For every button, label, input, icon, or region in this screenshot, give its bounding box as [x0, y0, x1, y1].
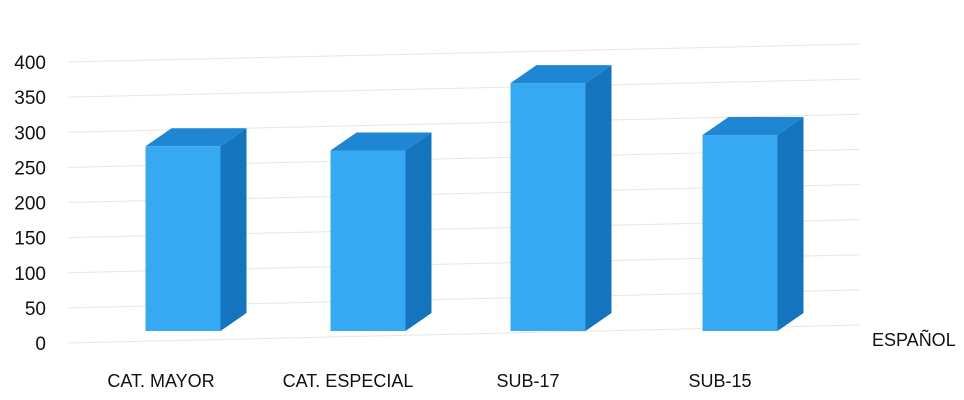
bar-top: [330, 132, 432, 151]
bars: [145, 65, 804, 331]
bar-top: [510, 65, 612, 84]
gridline: [67, 78, 861, 98]
bar-side: [585, 65, 612, 331]
bar-side: [777, 117, 804, 331]
bar-front: [330, 150, 406, 331]
bar-top: [702, 117, 804, 136]
y-tick-label: 350: [14, 88, 46, 109]
bar: [330, 132, 432, 331]
bar-front: [145, 146, 221, 331]
y-tick-label: 200: [14, 194, 46, 215]
x-tick-label: CAT. MAYOR: [107, 371, 214, 391]
y-tick-label: 0: [35, 334, 46, 355]
bar: [145, 128, 247, 331]
bar-side: [405, 132, 432, 331]
y-tick-label: 150: [14, 229, 46, 250]
y-tick-label: 100: [14, 264, 46, 285]
gridline: [67, 43, 861, 63]
bar: [702, 117, 804, 331]
x-tick-label: CAT. ESPECIAL: [283, 371, 414, 391]
y-axis-ticks: 0 50 100 150 200 250 300 350 400: [14, 53, 46, 355]
y-tick-label: 50: [25, 299, 46, 320]
series-label: ESPAÑOL: [872, 329, 956, 350]
bar-front: [702, 135, 778, 331]
x-tick-label: SUB-15: [688, 371, 751, 391]
x-axis-ticks: CAT. MAYOR CAT. ESPECIAL SUB-17 SUB-15: [107, 371, 751, 391]
bar-front: [510, 83, 586, 331]
bar-side: [220, 128, 247, 331]
bar: [510, 65, 612, 331]
x-tick-label: SUB-17: [496, 371, 559, 391]
y-tick-label: 400: [14, 53, 46, 74]
bar-top: [145, 128, 247, 147]
y-tick-label: 250: [14, 158, 46, 179]
y-tick-label: 300: [14, 123, 46, 144]
